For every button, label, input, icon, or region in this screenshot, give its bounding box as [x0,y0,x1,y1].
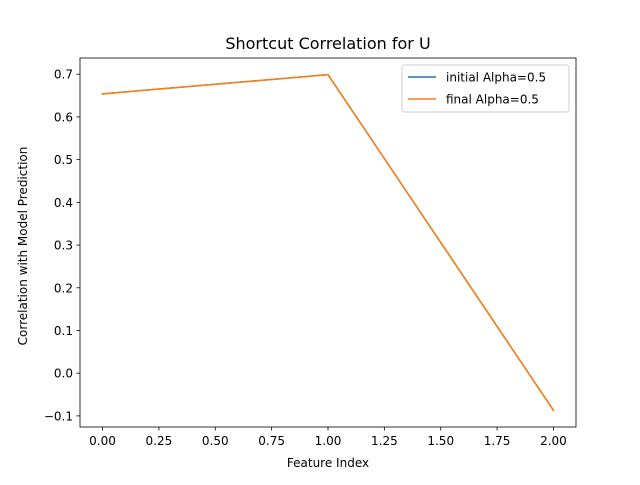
x-tick-label: 1.50 [427,434,454,448]
x-tick-label: 2.00 [540,434,567,448]
chart-title: Shortcut Correlation for U [225,34,430,53]
x-tick-label: 1.25 [371,434,398,448]
y-tick-label: 0.5 [54,153,73,167]
y-tick-label: 0.3 [54,239,73,253]
y-tick-label: 0.2 [54,281,73,295]
x-axis-label: Feature Index [287,456,369,470]
y-axis-label: Correlation with Model Prediction [16,147,30,346]
x-tick-label: 0.25 [146,434,173,448]
y-tick-label: 0.1 [54,324,73,338]
y-tick-label: 0.6 [54,110,73,124]
x-tick-label: 1.75 [484,434,511,448]
axes: 0.00 0.25 0.50 0.75 1.00 1.25 1.50 1.75 2.00 −0.1… [44,57,577,448]
plot-area [101,73,555,412]
y-tick-label: 0.0 [54,367,73,381]
x-tick-label: 1.00 [315,434,342,448]
y-tick-label: 0.7 [54,68,73,82]
legend-label-1: final Alpha=0.5 [446,93,539,107]
series-line-1 [101,73,555,412]
x-tick-label: 0.50 [202,434,229,448]
legend-box [401,64,570,113]
x-tick-label: 0.75 [258,434,285,448]
legend: initial Alpha=0.5 final Alpha=0.5 [401,64,570,113]
x-tick-label: 0.00 [89,434,116,448]
y-tick-label: 0.4 [54,196,73,210]
legend-label-0: initial Alpha=0.5 [446,71,546,85]
y-tick-label: −0.1 [44,409,73,423]
